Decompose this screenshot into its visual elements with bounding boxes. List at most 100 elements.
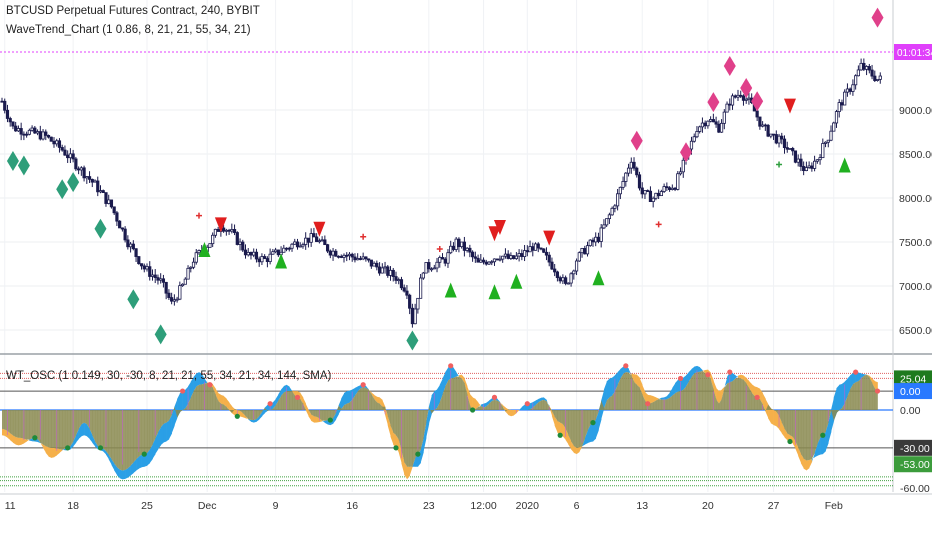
osc-olive-segment bbox=[163, 409, 167, 424]
sell-diamond-marker bbox=[630, 130, 643, 151]
cross-dot bbox=[234, 413, 240, 419]
osc-olive-segment bbox=[212, 387, 216, 410]
osc-olive-segment bbox=[872, 382, 876, 410]
candle bbox=[867, 63, 871, 74]
candle bbox=[252, 248, 256, 258]
cross-dot bbox=[294, 394, 301, 400]
osc-olive-segment bbox=[453, 376, 457, 410]
osc-olive-segment bbox=[655, 398, 659, 410]
osc-olive-segment bbox=[576, 409, 580, 448]
osc-olive-segment bbox=[568, 409, 572, 442]
candle bbox=[821, 138, 825, 159]
osc-olive-segment bbox=[338, 405, 342, 410]
cross-dot bbox=[787, 438, 793, 445]
osc-olive-segment bbox=[475, 406, 479, 410]
candle bbox=[859, 58, 863, 71]
candle bbox=[323, 235, 327, 246]
indicator-label-wavetrend[interactable]: WaveTrend_Chart (1 0.86, 8, 21, 21, 55, … bbox=[6, 24, 251, 36]
candle bbox=[476, 254, 480, 263]
candle bbox=[591, 237, 595, 247]
osc-fill-segment bbox=[502, 404, 506, 412]
candle bbox=[810, 162, 814, 172]
indicator-label-wt-osc[interactable]: WT_OSC (1 0.149, 30, -30, 8, 21, 21, 55,… bbox=[6, 370, 332, 382]
candle bbox=[678, 167, 683, 176]
osc-fill-segment bbox=[59, 449, 63, 453]
osc-olive-segment bbox=[505, 409, 509, 412]
candle bbox=[566, 282, 570, 285]
buy-diamond-marker bbox=[67, 172, 80, 193]
osc-olive-segment bbox=[23, 409, 27, 440]
osc-fill-segment bbox=[478, 402, 482, 407]
osc-olive-segment bbox=[81, 409, 85, 425]
candle bbox=[126, 235, 130, 250]
osc-fill-segment bbox=[464, 377, 468, 395]
osc-olive-segment bbox=[669, 395, 673, 410]
osc-fill-segment bbox=[26, 439, 30, 442]
time-tick-label: 20 bbox=[702, 500, 714, 512]
osc-olive-segment bbox=[858, 378, 862, 410]
osc-olive-segment bbox=[642, 394, 646, 410]
osc-fill-segment bbox=[374, 394, 378, 403]
osc-fill-segment bbox=[114, 463, 118, 476]
osc-fill-segment bbox=[798, 447, 802, 464]
candle bbox=[167, 289, 171, 300]
osc-olive-segment bbox=[743, 379, 747, 410]
symbol-title[interactable]: BTCUSD Perpetual Futures Contract, 240, … bbox=[6, 5, 260, 17]
candle bbox=[646, 189, 650, 192]
candle bbox=[118, 220, 122, 229]
osc-fill-segment bbox=[675, 379, 679, 394]
osc-fill-segment bbox=[508, 409, 512, 417]
osc-olive-segment bbox=[814, 409, 818, 453]
osc-olive-segment bbox=[56, 409, 60, 450]
osc-olive-segment bbox=[116, 409, 120, 470]
osc-olive-segment bbox=[650, 402, 654, 410]
osc-olive-segment bbox=[302, 403, 306, 410]
price-tick-label: 7500.00 bbox=[899, 237, 932, 249]
osc-olive-segment bbox=[360, 387, 364, 410]
sell-triangle-marker bbox=[783, 98, 796, 114]
osc-fill-segment bbox=[352, 387, 356, 400]
osc-olive-segment bbox=[333, 409, 337, 419]
osc-olive-segment bbox=[847, 389, 851, 410]
sell-triangle-marker bbox=[313, 221, 326, 237]
osc-olive-segment bbox=[442, 386, 446, 410]
osc-olive-segment bbox=[592, 409, 597, 423]
candle bbox=[717, 120, 721, 134]
candle bbox=[238, 238, 242, 251]
candle bbox=[695, 126, 699, 139]
candle bbox=[501, 255, 505, 263]
candle bbox=[722, 109, 726, 130]
osc-fill-segment bbox=[683, 375, 687, 390]
osc-fill-segment bbox=[53, 448, 58, 458]
osc-olive-segment bbox=[111, 409, 115, 464]
candle bbox=[63, 145, 67, 156]
candle bbox=[564, 275, 568, 286]
osc-fill-segment bbox=[546, 399, 550, 407]
candle bbox=[268, 248, 272, 265]
osc-olive-segment bbox=[220, 403, 224, 410]
osc-olive-segment bbox=[322, 409, 326, 421]
osc-fill-segment bbox=[215, 388, 219, 401]
candle bbox=[676, 171, 680, 191]
candle bbox=[295, 238, 300, 250]
osc-fill-segment bbox=[406, 466, 410, 480]
osc-olive-segment bbox=[395, 409, 400, 440]
candle bbox=[120, 227, 124, 232]
osc-fill-segment bbox=[828, 409, 832, 444]
osc-olive-segment bbox=[248, 409, 252, 420]
candle bbox=[862, 58, 866, 72]
osc-fill-segment bbox=[724, 376, 728, 388]
osc-fill-segment bbox=[166, 420, 170, 442]
cross-dot bbox=[360, 382, 366, 388]
osc-fill-segment bbox=[573, 446, 577, 455]
time-tick-label: 18 bbox=[67, 500, 79, 512]
candle bbox=[101, 189, 105, 194]
candle bbox=[875, 78, 880, 82]
osc-fill-segment bbox=[489, 398, 493, 404]
osc-fill-segment bbox=[190, 376, 194, 398]
osc-fill-segment bbox=[858, 372, 862, 382]
osc-fill-segment bbox=[415, 454, 419, 467]
osc-olive-segment bbox=[141, 409, 145, 455]
osc-olive-segment bbox=[806, 409, 810, 461]
